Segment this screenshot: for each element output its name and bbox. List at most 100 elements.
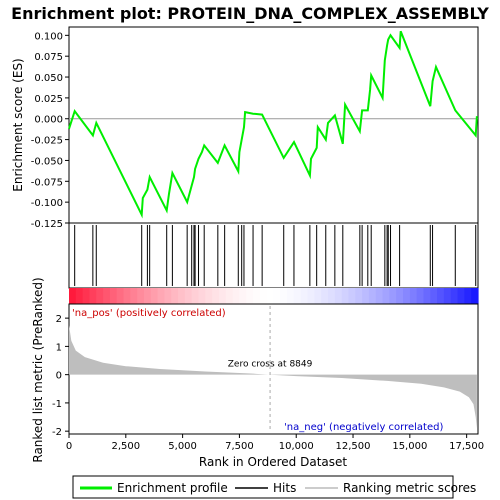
heat-band-segment — [368, 288, 377, 304]
heat-band-segment — [396, 288, 404, 304]
heat-band-segment — [164, 288, 172, 304]
enrichment-profile-line — [68, 30, 478, 219]
pos-correlated-label: 'na_pos' (positively correlated) — [72, 308, 226, 319]
legend-box — [72, 475, 454, 499]
heat-band-segment — [280, 288, 288, 304]
es-y-tick-label: -0.100 — [31, 198, 63, 209]
heat-band-segment — [450, 288, 459, 304]
legend-label-hits: Hits — [273, 481, 296, 495]
heat-band-segment — [212, 288, 220, 304]
legend: Enrichment profile Hits Ranking metric s… — [72, 475, 476, 499]
heat-band-segment — [239, 288, 247, 304]
chart-title: Enrichment plot: PROTEIN_DNA_COMPLEX_ASS… — [11, 4, 489, 23]
metric-y-tick-label: -2 — [52, 427, 62, 438]
heat-band-segment — [409, 288, 418, 304]
heat-band-segment — [218, 288, 227, 304]
heat-band-segment — [178, 288, 186, 304]
heat-band-segment — [116, 288, 125, 304]
heat-band-segment — [273, 288, 281, 304]
heat-band-segment — [253, 288, 261, 304]
heat-band-segment — [300, 288, 309, 304]
ranked-metric-area — [69, 325, 477, 429]
heat-band-segment — [157, 288, 166, 304]
heat-band-segment — [130, 288, 138, 304]
ranked-metric-panel: Zero cross at 8849 'na_pos' (positively … — [31, 277, 484, 469]
es-y-tick-label: -0.125 — [31, 219, 63, 230]
heat-band-segment — [246, 288, 254, 304]
zero-cross-label: Zero cross at 8849 — [228, 360, 313, 370]
es-y-tick-label: -0.025 — [31, 136, 63, 147]
heat-band-segment — [307, 288, 315, 304]
heat-band-segment — [375, 288, 384, 304]
heat-band-segment — [82, 288, 91, 304]
heat-band-segment — [457, 288, 465, 304]
heat-band-segment — [430, 288, 438, 304]
x-tick-label: 5,000 — [168, 441, 197, 452]
heat-band-segment — [137, 288, 145, 304]
x-tick-label: 15,000 — [392, 441, 427, 452]
heat-band-segment — [382, 288, 390, 304]
heat-band-segment — [464, 288, 472, 304]
heat-band-segment — [423, 288, 431, 304]
heat-band-segment — [389, 288, 397, 304]
metric-y-tick-label: 0 — [56, 371, 62, 382]
heat-band-segment — [225, 288, 234, 304]
legend-label-ranking-metric: Ranking metric scores — [343, 481, 476, 495]
x-axis-label: Rank in Ordered Dataset — [199, 455, 347, 469]
heat-band-segment — [150, 288, 159, 304]
metric-y-tick-label: -1 — [52, 399, 62, 410]
heat-band-segment — [355, 288, 363, 304]
es-y-tick-label: 0.075 — [34, 52, 63, 63]
x-tick-label: 10,000 — [279, 441, 314, 452]
heat-band-segment — [123, 288, 131, 304]
heat-band-segment — [362, 288, 370, 304]
neg-correlated-label: 'na_neg' (negatively correlated) — [284, 422, 443, 433]
x-tick-label: 7,500 — [225, 441, 254, 452]
heat-band-segment — [443, 288, 452, 304]
heat-band-segment — [205, 288, 213, 304]
heat-band-segment — [293, 288, 302, 304]
es-axis-label: Enrichment score (ES) — [11, 58, 25, 191]
heat-band-segment — [232, 288, 241, 304]
es-y-tick-label: 0.025 — [34, 94, 63, 105]
heat-band-segment — [143, 288, 152, 304]
metric-y-tick-label: 1 — [56, 342, 62, 353]
heat-band-segment — [109, 288, 118, 304]
heat-band-segment — [403, 288, 411, 304]
heat-band-segment — [184, 288, 193, 304]
heat-band-segment — [75, 288, 84, 304]
metric-axis-label: Ranked list metric (PreRanked) — [31, 277, 45, 462]
x-tick-label: 17,500 — [449, 441, 484, 452]
metric-y-tick-label: 2 — [56, 314, 62, 325]
heat-band-segment — [191, 288, 200, 304]
heat-band-segment — [416, 288, 425, 304]
es-y-tick-label: 0.050 — [34, 73, 63, 84]
heat-band-segment — [259, 288, 268, 304]
rank-heat-band — [69, 288, 479, 304]
heat-band-segment — [266, 288, 275, 304]
heat-band-segment — [321, 288, 329, 304]
heat-band-segment — [328, 288, 336, 304]
legend-label-enrichment-profile: Enrichment profile — [117, 481, 228, 495]
x-tick-label: 0 — [66, 441, 72, 452]
x-tick-label: 2,500 — [111, 441, 140, 452]
heat-band-segment — [471, 288, 479, 304]
heat-band-segment — [69, 288, 77, 304]
hits-panel — [68, 222, 479, 289]
heat-band-segment — [287, 288, 295, 304]
heat-band-segment — [89, 288, 97, 304]
es-y-tick-label: 0.100 — [34, 31, 63, 42]
heat-band-segment — [103, 288, 111, 304]
heat-band-segment — [348, 288, 356, 304]
heat-band-segment — [341, 288, 350, 304]
heat-band-segment — [334, 288, 343, 304]
heat-band-segment — [198, 288, 206, 304]
enrichment-panel: Enrichment score (ES) 0.100 0.075 0.050 0.0… — [11, 26, 479, 230]
hits-frame — [68, 222, 479, 289]
x-tick-label: 12,500 — [336, 441, 371, 452]
es-y-tick-label: 0.000 — [34, 115, 63, 126]
es-y-tick-label: -0.075 — [31, 177, 63, 188]
es-y-tick-label: -0.050 — [31, 156, 63, 167]
heat-band-segment — [96, 288, 104, 304]
